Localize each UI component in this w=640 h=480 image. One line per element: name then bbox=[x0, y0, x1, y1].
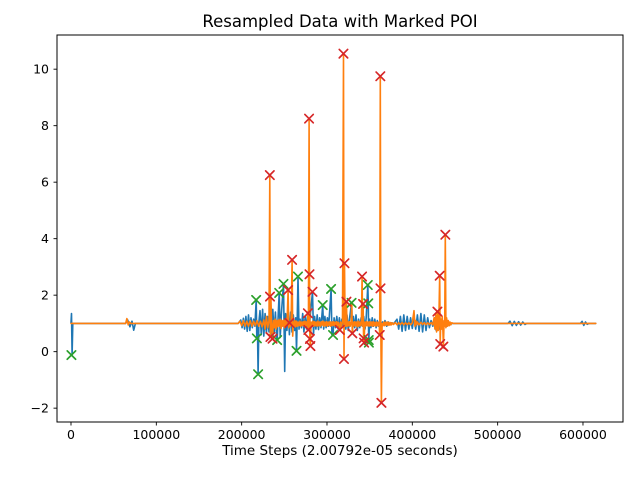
x-axis-tick-label: 100000 bbox=[132, 427, 180, 442]
poi-red-marker bbox=[283, 285, 294, 296]
poi-green-marker bbox=[317, 300, 328, 311]
poi-red-marker bbox=[307, 286, 318, 297]
x-axis-tick-label: 600000 bbox=[559, 427, 607, 442]
poi-red-marker bbox=[375, 283, 386, 294]
poi-red-marker bbox=[341, 296, 352, 307]
poi-red-marker bbox=[338, 48, 349, 59]
poi-red-marker bbox=[334, 324, 345, 335]
poi-red-marker bbox=[434, 270, 445, 281]
poi-red-marker bbox=[305, 340, 316, 352]
poi-green-marker bbox=[363, 335, 374, 346]
poi-red-marker bbox=[376, 397, 387, 408]
poi-green-marker bbox=[326, 283, 337, 295]
poi-red-marker bbox=[267, 333, 278, 344]
poi-red-marker bbox=[304, 269, 315, 280]
y-axis-tick-label: 2 bbox=[41, 288, 49, 303]
poi-red-marker bbox=[338, 353, 350, 365]
poi-red-marker bbox=[284, 317, 295, 328]
poi-red-marker bbox=[438, 341, 449, 352]
poi-green-marker bbox=[251, 294, 262, 306]
y-axis-tick-label: −2 bbox=[31, 401, 49, 416]
y-axis-tick-label: 8 bbox=[41, 118, 49, 133]
poi-red-marker bbox=[358, 298, 369, 309]
poi-red-marker bbox=[440, 229, 451, 240]
poi-red-marker bbox=[302, 308, 313, 319]
poi-red-marker bbox=[264, 291, 276, 302]
poi-red-marker bbox=[375, 71, 386, 82]
plot-title: Resampled Data with Marked POI bbox=[202, 12, 478, 31]
x-axis-tick-label: 500000 bbox=[474, 427, 522, 442]
y-axis-tick-label: 4 bbox=[41, 231, 49, 246]
poi-red-marker bbox=[432, 306, 443, 317]
poi-red-marker bbox=[357, 271, 368, 282]
poi-green-marker bbox=[66, 350, 77, 361]
poi-red-marker bbox=[303, 324, 314, 335]
x-axis-label: Time Steps (2.00792e-05 seconds) bbox=[222, 443, 458, 459]
y-axis-tick-label: 6 bbox=[41, 175, 49, 190]
poi-red-marker bbox=[359, 337, 370, 348]
poi-green-marker bbox=[291, 345, 302, 356]
poi-green-marker bbox=[251, 333, 262, 344]
poi-red-marker bbox=[374, 329, 385, 341]
poi-green-marker bbox=[278, 278, 289, 289]
poi-green-marker bbox=[292, 271, 304, 282]
x-axis-tick-label: 200000 bbox=[218, 427, 266, 442]
poi-red-marker bbox=[264, 170, 275, 181]
x-axis-tick-label: 0 bbox=[67, 427, 75, 442]
poi-red-marker bbox=[287, 254, 298, 265]
poi-green-marker bbox=[274, 287, 285, 298]
resampled-signal-1-line bbox=[70, 275, 597, 376]
poi-green-marker bbox=[253, 369, 264, 380]
y-axis-tick-label: 0 bbox=[41, 344, 49, 359]
x-axis-tick-label: 300000 bbox=[303, 427, 351, 442]
poi-red-marker bbox=[304, 113, 315, 124]
poi-red-marker bbox=[339, 258, 350, 269]
resampled-signal-2-line bbox=[70, 52, 597, 404]
x-axis-tick-label: 400000 bbox=[388, 427, 436, 442]
y-axis-tick-label: 10 bbox=[33, 62, 49, 77]
poi-green-marker bbox=[327, 329, 339, 341]
poi-green-marker bbox=[362, 279, 373, 291]
plot-frame bbox=[56, 34, 624, 423]
poi-red-marker bbox=[347, 328, 358, 339]
